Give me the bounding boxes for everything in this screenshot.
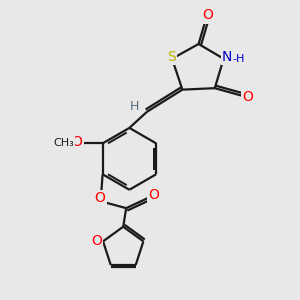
Text: O: O — [91, 234, 102, 248]
Text: H: H — [130, 100, 140, 113]
Text: CH₃: CH₃ — [53, 138, 74, 148]
Text: O: O — [202, 8, 213, 22]
Text: O: O — [94, 191, 105, 206]
Text: S: S — [167, 50, 176, 64]
Text: O: O — [148, 188, 159, 203]
Text: O: O — [71, 135, 82, 149]
Text: O: O — [242, 90, 253, 104]
Text: N: N — [222, 50, 232, 64]
Text: -H: -H — [232, 54, 244, 64]
